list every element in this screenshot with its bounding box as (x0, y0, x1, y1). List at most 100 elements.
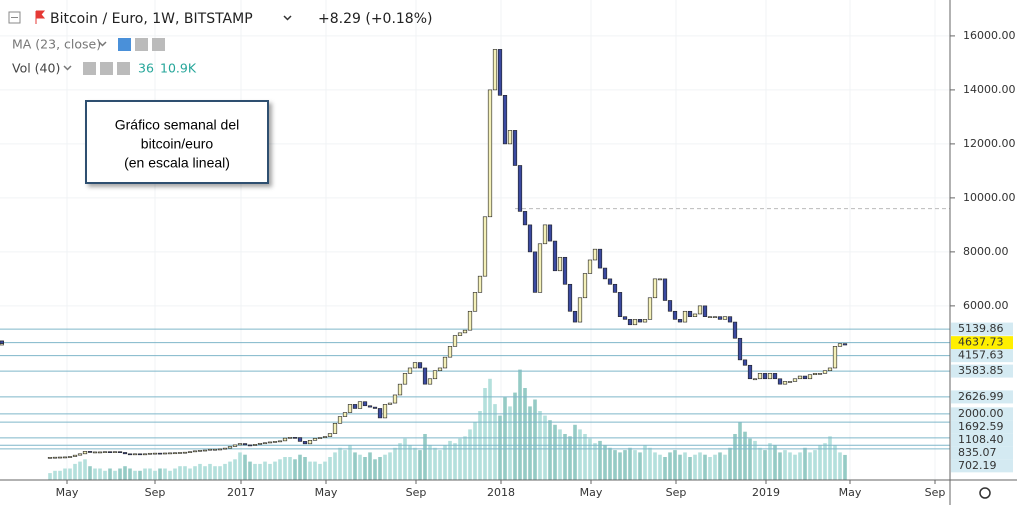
candle (407, 367, 413, 374)
volume-bar (213, 466, 217, 480)
volume-bar (233, 459, 237, 480)
candle (312, 438, 318, 441)
volume-bar (333, 452, 337, 480)
candle (482, 216, 488, 277)
candle (232, 444, 238, 447)
candle (412, 362, 418, 369)
volume-bar (558, 429, 562, 480)
candle (92, 451, 98, 454)
volume-bar (368, 452, 372, 480)
settings-gear[interactable] (979, 487, 991, 499)
volume-bar (183, 466, 187, 480)
price-label: 1108.40 (958, 433, 1004, 446)
volume-bar (438, 450, 442, 480)
candle (147, 452, 153, 455)
candle (442, 356, 448, 369)
candle (297, 437, 303, 442)
volume-bar (503, 397, 507, 480)
volume-bar (418, 450, 422, 480)
volume-bar (533, 399, 537, 480)
price-label-bg (951, 390, 1013, 404)
price-label-bg (951, 459, 1013, 473)
candle (432, 370, 438, 380)
y-tick-label: 16000.00 (963, 29, 1016, 42)
volume-bar (268, 463, 272, 480)
dropdown[interactable] (63, 65, 72, 71)
volume-bar (773, 445, 777, 480)
candle (142, 453, 148, 456)
volume-bar (148, 468, 152, 480)
volume-bar (163, 468, 167, 480)
candle (107, 451, 113, 453)
volume-bar (568, 436, 572, 480)
y-tick-label: 8000.00 (963, 245, 1009, 258)
candle (512, 130, 518, 166)
candle (112, 451, 118, 453)
candle (772, 373, 778, 380)
candle (722, 316, 728, 320)
volume-bar (288, 457, 292, 480)
volume-bar (623, 450, 627, 480)
candle (607, 278, 613, 285)
y-tick-label: 12000.00 (963, 137, 1016, 150)
volume-bar (508, 406, 512, 480)
candle (682, 310, 688, 323)
volume-bar (593, 443, 597, 480)
volume-bar (208, 463, 212, 480)
x-tick-label: Sep (406, 486, 427, 499)
vol-label[interactable]: Vol (40) (12, 61, 60, 76)
symbol[interactable]: Bitcoin / Euro, 1W, BITSTAMP (50, 11, 253, 27)
close-icon[interactable] (117, 62, 130, 75)
candle (167, 452, 173, 455)
candle (327, 433, 333, 437)
ma-label[interactable]: MA (23, close) (12, 37, 101, 52)
candle (122, 452, 128, 455)
dropdown[interactable] (283, 15, 292, 21)
volume-bar (603, 445, 607, 480)
candle (367, 405, 373, 408)
candle (182, 451, 188, 454)
candle (72, 454, 78, 457)
settings-icon[interactable] (100, 62, 113, 75)
volume-bar (378, 457, 382, 480)
candle (582, 273, 588, 299)
volume-bar (673, 450, 677, 480)
volume-bar (133, 470, 137, 480)
eye-icon[interactable] (83, 62, 96, 75)
close-icon[interactable] (152, 38, 165, 51)
volume-bar (523, 388, 527, 480)
volume-bar (708, 457, 712, 480)
y-tick-label: 14000.00 (963, 83, 1016, 96)
volume-bar (488, 378, 492, 480)
volume-bar (718, 452, 722, 480)
settings-icon[interactable] (135, 38, 148, 51)
volume-bar (253, 463, 257, 480)
volume-bar (353, 452, 357, 480)
candle (757, 373, 763, 380)
candle (707, 316, 713, 318)
candle (117, 451, 123, 453)
volume-bar (668, 452, 672, 480)
volume-bar (198, 463, 202, 480)
eye-icon[interactable] (118, 38, 131, 51)
collapse-icon[interactable] (8, 11, 21, 24)
volume-bar (328, 457, 332, 480)
volume-bar (388, 452, 392, 480)
volume-bar (803, 447, 807, 480)
candle (597, 248, 603, 269)
price-label-bg (951, 407, 1013, 421)
volume-bar (563, 434, 567, 480)
volume-bar (748, 438, 752, 480)
candle (557, 256, 563, 272)
volume-bar (733, 434, 737, 480)
volume-bar (843, 454, 847, 480)
dropdown[interactable] (98, 41, 107, 47)
candle (477, 275, 483, 293)
volume-bar (653, 452, 657, 480)
x-tick-label: May (56, 486, 79, 499)
volume-bar (628, 447, 632, 480)
candle (372, 406, 378, 409)
candle (462, 329, 468, 334)
annotation: bitcoin/euro (141, 136, 214, 152)
volume-bar (788, 452, 792, 480)
